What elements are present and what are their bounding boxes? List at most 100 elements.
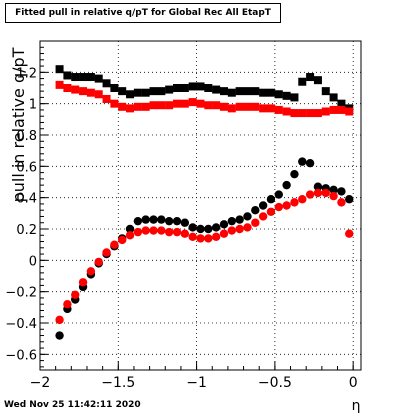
circle-marker — [251, 206, 260, 215]
circle-marker — [258, 201, 268, 210]
x-tick-label: −0.5 — [258, 375, 292, 391]
square-marker — [227, 88, 236, 97]
circle-marker — [55, 315, 64, 325]
square-marker — [165, 85, 174, 94]
y-tick-label: 0.8 — [16, 129, 37, 144]
circle-marker — [305, 190, 315, 199]
square-marker — [118, 102, 127, 111]
square-marker — [133, 88, 142, 97]
square-marker — [259, 88, 268, 97]
circle-marker — [180, 218, 190, 227]
square-marker — [133, 102, 142, 111]
circle-marker — [141, 215, 150, 224]
plot-frame — [39, 40, 362, 371]
square-marker — [110, 84, 119, 92]
circle-marker — [172, 227, 182, 237]
circle-marker — [282, 180, 291, 190]
circle-marker — [164, 216, 174, 226]
square-marker — [243, 102, 252, 111]
circle-marker — [298, 157, 307, 166]
circle-marker — [243, 223, 252, 232]
axes: −0.6 −0.4 −0.2 0 0.2 0.4 0.6 0.8 1 1.2 −2 −1.5 −1 −0.… — [5, 40, 362, 391]
square-marker — [298, 109, 307, 118]
square-marker — [313, 109, 322, 118]
square-marker — [102, 94, 111, 103]
y-axis-label: pull in relative q/pT — [9, 47, 28, 202]
square-marker — [149, 87, 158, 96]
square-marker — [165, 101, 174, 110]
square-marker — [86, 73, 95, 82]
circle-marker — [305, 159, 315, 168]
circle-marker — [149, 215, 158, 224]
circle-marker — [227, 216, 237, 226]
square-marker — [126, 104, 135, 113]
circle-marker — [235, 215, 244, 224]
circle-marker — [313, 188, 323, 198]
circle-marker — [219, 229, 229, 238]
circle-marker — [345, 229, 354, 238]
square-marker — [259, 104, 268, 113]
y-tick-label: 0.6 — [16, 160, 37, 175]
circle-marker — [188, 232, 197, 242]
square-marker — [94, 90, 103, 99]
circle-marker — [274, 202, 283, 212]
x-tick-label: 0 — [349, 375, 358, 391]
square-marker — [196, 82, 205, 91]
square-marker — [290, 109, 299, 118]
square-marker — [79, 87, 88, 96]
circle-marker — [282, 201, 291, 210]
square-marker — [313, 76, 322, 85]
circle-marker — [63, 300, 72, 309]
circle-marker — [211, 223, 221, 232]
square-marker — [274, 90, 283, 99]
y-tick-label: −0.6 — [5, 348, 37, 363]
circle-marker — [345, 195, 354, 204]
square-marker — [79, 73, 88, 82]
square-marker — [71, 73, 80, 82]
circle-marker — [243, 212, 252, 221]
square-marker — [329, 93, 338, 102]
circle-marker — [125, 231, 135, 240]
circle-marker — [110, 240, 119, 249]
y-tick-label: 1.2 — [16, 66, 37, 81]
square-marker — [86, 88, 95, 97]
square-marker — [180, 99, 189, 108]
square-marker — [71, 85, 80, 94]
square-marker — [149, 101, 158, 110]
square-marker — [282, 91, 291, 100]
square-marker — [204, 84, 213, 92]
square-marker — [173, 99, 182, 108]
square-marker — [298, 77, 307, 86]
circle-marker — [290, 198, 299, 207]
square-marker — [212, 85, 221, 94]
square-marker — [141, 102, 150, 111]
circle-marker — [94, 257, 103, 267]
circle-marker — [196, 224, 205, 234]
square-marker — [196, 99, 205, 108]
circle-marker — [133, 227, 143, 237]
circle-marker — [55, 331, 64, 340]
circle-marker — [266, 195, 276, 204]
circle-marker — [235, 224, 244, 234]
square-marker — [63, 71, 72, 80]
circle-marker — [78, 278, 88, 287]
chart-title: Fitted pull in relative q/pT for Global … — [5, 3, 281, 23]
timestamp-footer: Wed Nov 25 11:42:11 2020 — [4, 400, 141, 410]
square-marker — [219, 102, 228, 111]
square-marker — [266, 88, 275, 97]
square-marker — [173, 84, 182, 92]
square-marker — [290, 93, 299, 102]
square-marker — [63, 84, 72, 92]
circle-marker — [290, 169, 299, 179]
square-marker — [337, 99, 346, 108]
square-marker — [55, 65, 64, 74]
y-tick-label: −0.4 — [5, 317, 37, 332]
y-tick-label: 0.2 — [16, 223, 37, 238]
square-marker — [282, 107, 291, 116]
circle-marker — [102, 248, 111, 257]
circle-marker — [251, 218, 260, 227]
square-marker — [251, 87, 260, 96]
square-marker — [321, 107, 330, 116]
circle-marker — [204, 224, 213, 234]
